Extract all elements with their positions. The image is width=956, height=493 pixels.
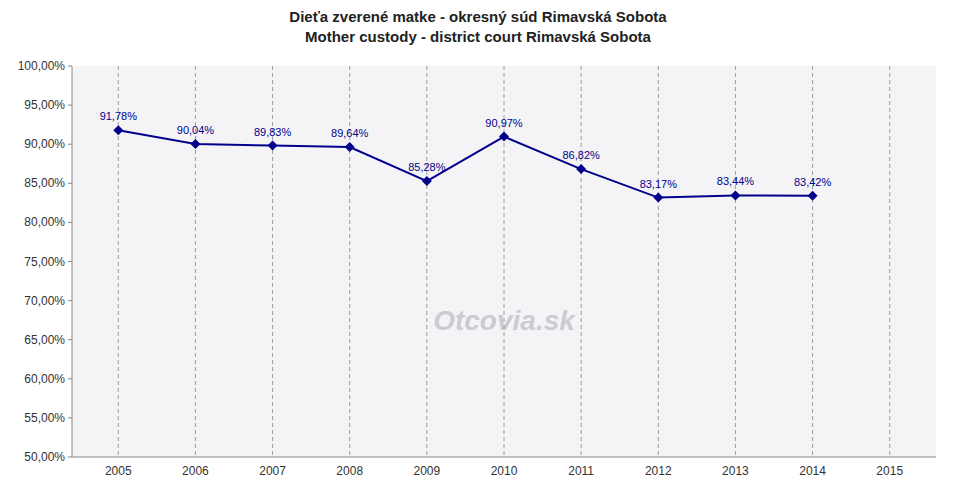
y-tick-label: 70,00% [24,294,65,308]
y-tick-label: 80,00% [24,215,65,229]
y-tick [68,222,72,223]
data-label: 90,04% [177,124,215,136]
data-label: 89,64% [331,127,369,139]
grid-line [889,66,890,457]
title: Dieťa zverené matke - okresný súd Rimavs… [289,8,667,25]
data-label: 83,42% [794,176,832,188]
x-tick-label: 2006 [182,464,209,478]
y-tick-label: 85,00% [24,176,65,190]
x-axis [72,457,936,458]
marker [345,142,355,152]
marker [499,132,509,142]
y-tick-label: 55,00% [24,411,65,425]
y-tick [68,339,72,340]
x-tick-label: 2014 [799,464,826,478]
data-label: 85,28% [408,161,446,173]
marker [576,164,586,174]
y-tick [68,105,72,106]
y-tick [68,378,72,379]
marker [422,176,432,186]
marker [730,190,740,200]
y-tick [68,66,72,67]
x-tick-label: 2015 [876,464,903,478]
x-tick-label: 2011 [568,464,594,478]
x-tick-label: 2010 [491,464,518,478]
y-tick [68,457,72,458]
x-tick-label: 2007 [259,464,286,478]
y-axis [72,66,73,457]
x-tick-label: 2009 [414,464,441,478]
plot-area [72,66,936,457]
line [118,130,812,197]
grid-line [812,66,813,457]
marker [113,125,123,135]
y-tick-label: 100,00% [18,59,66,73]
marker [268,141,278,151]
y-tick [68,417,72,418]
x-tick-label: 2013 [722,464,749,478]
chart: Dieťa zverené matke - okresný súd Rimavs… [0,0,956,493]
series [113,125,817,202]
marker [808,191,818,201]
x-tick-label: 2005 [105,464,132,478]
y-tick-label: 60,00% [24,372,65,386]
x-tick-label: 2008 [336,464,363,478]
data-label: 83,44% [717,175,755,187]
grid-line [735,66,736,457]
grid-line [658,66,659,457]
y-tick-label: 50,00% [24,450,65,464]
y-tick [68,261,72,262]
grid-line [349,66,350,457]
data-label: 91,78% [100,110,138,122]
grid-line [581,66,582,457]
y-tick [68,144,72,145]
data-label: 89,83% [254,126,292,138]
grid-line [118,66,119,457]
y-tick-label: 95,00% [24,98,65,112]
watermark: Otcovia.sk [433,305,576,336]
y-tick-label: 90,00% [24,137,65,151]
data-label: 90,97% [485,117,523,129]
y-tick [68,300,72,301]
y-tick-label: 75,00% [24,255,65,269]
subtitle: Mother custody - district court Rimavská… [305,28,652,45]
grid-line [426,66,427,457]
data-label: 86,82% [562,149,600,161]
marker [653,193,663,203]
data-label: 83,17% [640,178,678,190]
y-tick-label: 65,00% [24,333,65,347]
marker [190,139,200,149]
y-tick [68,183,72,184]
x-tick-label: 2012 [645,464,672,478]
